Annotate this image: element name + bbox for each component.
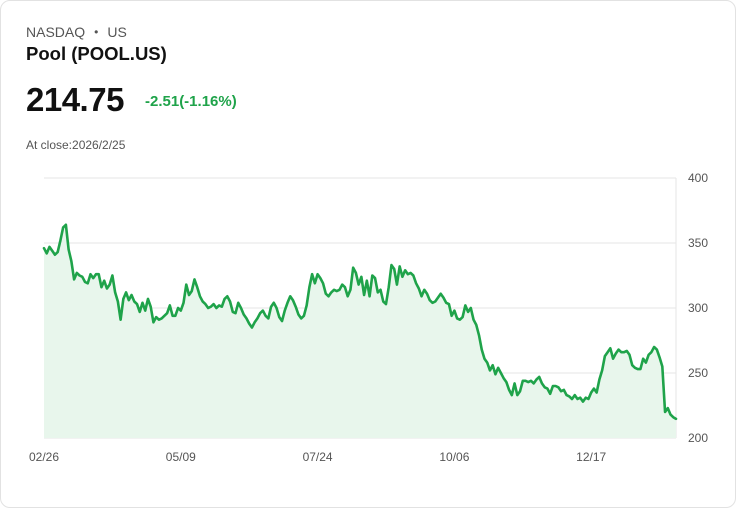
- exchange-label: NASDAQ: [26, 24, 86, 40]
- y-tick-label: 350: [688, 236, 708, 250]
- x-tick-label: 07/24: [303, 450, 333, 464]
- x-tick-label: 02/26: [29, 450, 59, 464]
- region-label: US: [107, 24, 127, 40]
- stock-title: Pool (POOL.US): [26, 43, 167, 64]
- exchange-line: NASDAQ • US: [26, 24, 127, 40]
- y-tick-label: 200: [688, 431, 708, 445]
- x-tick-label: 10/06: [439, 450, 469, 464]
- y-tick-label: 400: [688, 171, 708, 185]
- stock-price: 214.75: [26, 81, 124, 118]
- x-tick-label: 05/09: [166, 450, 196, 464]
- y-tick-label: 300: [688, 301, 708, 315]
- price-change: -2.51(-1.16%): [145, 93, 237, 110]
- y-tick-label: 250: [688, 366, 708, 380]
- separator-dot: •: [94, 25, 99, 39]
- price-line: [42, 223, 678, 421]
- close-date-label: At close:2026/2/25: [26, 138, 126, 152]
- x-tick-label: 12/17: [576, 450, 606, 464]
- price-area: [44, 224, 676, 438]
